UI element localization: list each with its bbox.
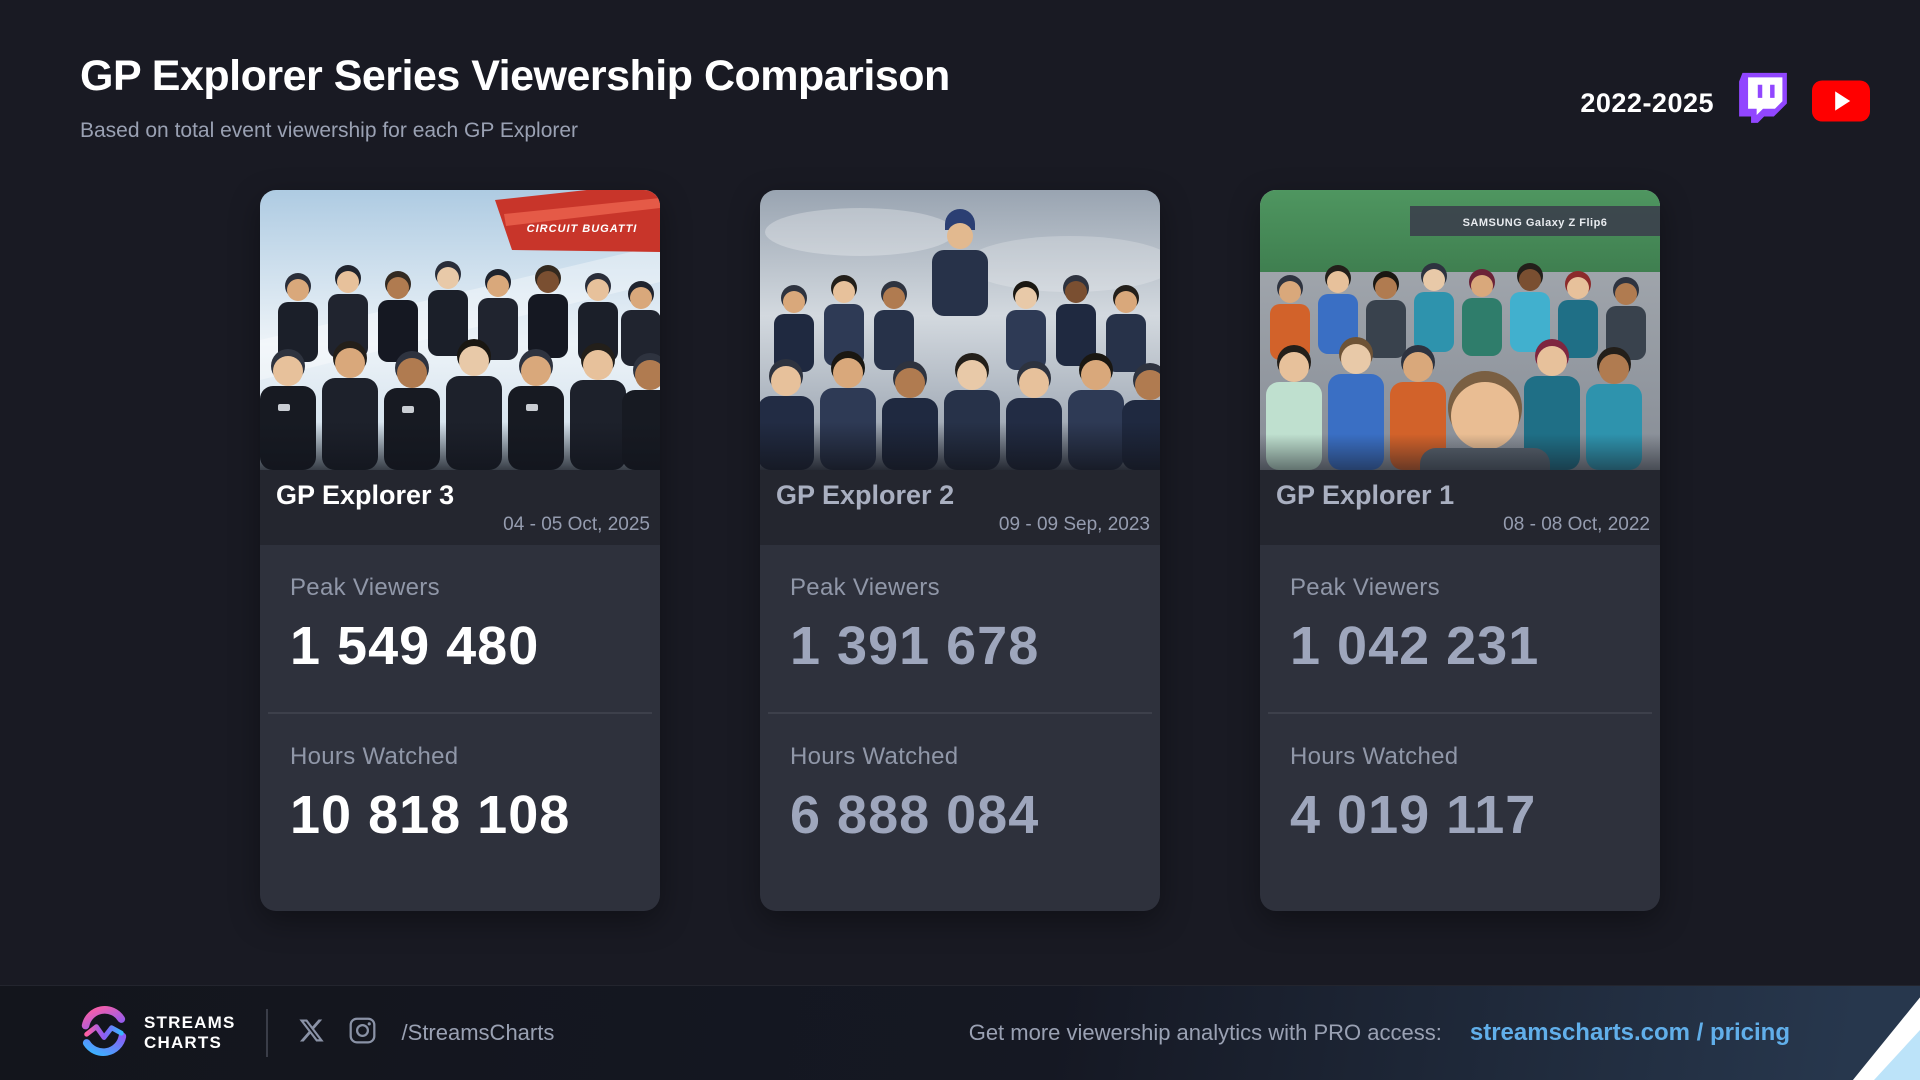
event-card-gp-explorer-2: GP Explorer 2 09 - 09 Sep, 2023 Peak Vie…: [760, 190, 1160, 911]
brand-wordmark-top: STREAMS: [144, 1013, 236, 1033]
promo-text: Get more viewership analytics with PRO a…: [968, 1020, 1442, 1045]
stat-peak-viewers: Peak Viewers 1 549 480: [260, 545, 660, 712]
card-stats: Peak Viewers 1 042 231 Hours Watched 4 0…: [1260, 545, 1660, 911]
brand-wordmark: STREAMS CHARTS: [144, 1013, 236, 1052]
stat-hours-watched: Hours Watched 10 818 108: [260, 714, 660, 881]
card-stats: Peak Viewers 1 391 678 Hours Watched 6 8…: [760, 545, 1160, 911]
card-date: 04 - 05 Oct, 2025: [503, 513, 650, 535]
stat-label: Peak Viewers: [1290, 574, 1440, 601]
card-header-band: GP Explorer 1 08 - 08 Oct, 2022: [1260, 470, 1660, 545]
card-title: GP Explorer 2: [776, 480, 955, 510]
footer-divider: [265, 1009, 268, 1057]
stat-hours-watched: Hours Watched 6 888 084: [760, 714, 1160, 881]
header: GP Explorer Series Viewership Comparison…: [80, 52, 950, 143]
streamscharts-logo-icon: [78, 1005, 130, 1062]
event-photo-gp-explorer-2: [760, 190, 1160, 470]
stat-value: 6 888 084: [790, 785, 1040, 845]
card-title: GP Explorer 3: [276, 480, 455, 510]
stat-label: Hours Watched: [790, 743, 959, 770]
card-date: 09 - 09 Sep, 2023: [998, 513, 1150, 535]
event-photo-gp-explorer-1: SAMSUNG Galaxy Z Flip6: [1260, 190, 1660, 470]
stat-divider: [1268, 712, 1652, 714]
stat-label: Hours Watched: [1290, 743, 1459, 770]
stat-label: Peak Viewers: [790, 574, 940, 601]
promo: Get more viewership analytics with PRO a…: [969, 1019, 1790, 1047]
card-date: 08 - 08 Oct, 2022: [1503, 513, 1650, 535]
twitch-icon: [1738, 72, 1788, 135]
stat-label: Peak Viewers: [290, 574, 440, 601]
stat-label: Hours Watched: [290, 743, 459, 770]
socials: /StreamsCharts: [298, 1017, 555, 1049]
page-title: GP Explorer Series Viewership Comparison: [80, 52, 950, 100]
brand-wordmark-bottom: CHARTS: [144, 1033, 223, 1052]
stat-value: 1 042 231: [1290, 616, 1540, 676]
card-title: GP Explorer 1: [1276, 480, 1455, 510]
instagram-icon[interactable]: [349, 1017, 376, 1049]
stat-peak-viewers: Peak Viewers 1 042 231: [1260, 545, 1660, 712]
card-header-band: GP Explorer 2 09 - 09 Sep, 2023: [760, 470, 1160, 545]
period-label: 2022-2025: [1580, 88, 1714, 118]
stat-value: 10 818 108: [290, 785, 571, 845]
x-icon[interactable]: [298, 1017, 325, 1049]
stat-value: 4 019 117: [1290, 785, 1537, 845]
stat-peak-viewers: Peak Viewers 1 391 678: [760, 545, 1160, 712]
stat-divider: [268, 712, 652, 714]
stat-value: 1 391 678: [790, 616, 1040, 676]
stat-divider: [768, 712, 1152, 714]
header-platforms: 2022-2025: [1580, 72, 1870, 135]
page-subtitle: Based on total event viewership for each…: [80, 119, 579, 142]
event-card-gp-explorer-3: CIRCUIT BUGATTI: [260, 190, 660, 911]
social-handle[interactable]: /StreamsCharts: [401, 1020, 555, 1045]
card-stats: Peak Viewers 1 549 480 Hours Watched 10 …: [260, 545, 660, 911]
photo-badge-text: CIRCUIT BUGATTI: [527, 223, 638, 235]
brand: STREAMS CHARTS: [78, 1005, 236, 1062]
event-photo-gp-explorer-3: CIRCUIT BUGATTI: [260, 190, 660, 470]
card-header-band: GP Explorer 3 04 - 05 Oct, 2025: [260, 470, 660, 545]
promo-link[interactable]: streamscharts.com / pricing: [1469, 1019, 1790, 1046]
event-cards-row: CIRCUIT BUGATTI: [260, 190, 1660, 911]
event-card-gp-explorer-1: SAMSUNG Galaxy Z Flip6: [1260, 190, 1660, 911]
stat-hours-watched: Hours Watched 4 019 117: [1260, 714, 1660, 881]
stat-value: 1 549 480: [290, 616, 540, 676]
photo-banner-text: SAMSUNG Galaxy Z Flip6: [1463, 217, 1608, 229]
footer: STREAMS CHARTS /Stre: [0, 985, 1920, 1080]
youtube-icon: [1812, 80, 1870, 127]
